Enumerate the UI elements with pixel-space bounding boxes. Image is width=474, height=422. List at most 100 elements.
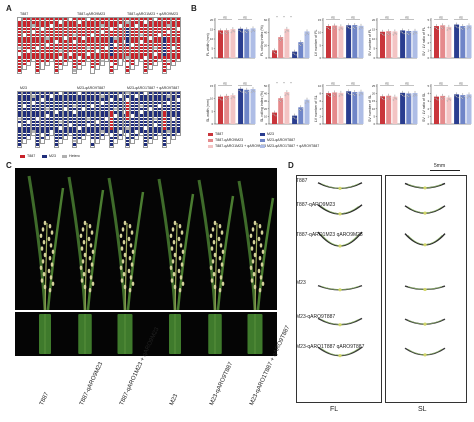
marker-segment	[64, 108, 67, 111]
marker-segment	[130, 46, 134, 50]
marker-segment	[54, 127, 58, 130]
marker-segment	[144, 62, 148, 66]
data-point	[300, 109, 302, 112]
data-point	[381, 98, 384, 100]
grain	[171, 227, 175, 232]
bar-legend-label: M23-qARO9T887	[267, 138, 296, 142]
grain	[49, 275, 53, 280]
marker-segment	[18, 30, 21, 34]
marker-segment	[176, 117, 180, 120]
marker-segment	[162, 98, 166, 101]
marker-segment	[73, 56, 76, 59]
marker-segment	[176, 24, 180, 27]
data-point	[224, 97, 226, 99]
marker-segment	[68, 120, 72, 124]
marker-segment	[172, 98, 175, 101]
marker-segment	[172, 114, 175, 117]
panel-letter-b: B	[191, 4, 197, 13]
y-tick-label: 0	[428, 56, 430, 60]
chromosome-bar	[125, 17, 130, 74]
marker-segment	[153, 46, 157, 50]
marker-segment	[126, 56, 129, 59]
data-point	[392, 34, 395, 36]
marker-segment	[114, 111, 118, 114]
marker-segment	[139, 24, 143, 27]
data-point	[469, 96, 472, 98]
marker-segment	[45, 95, 49, 98]
marker-segment	[172, 124, 175, 127]
grain	[120, 246, 124, 251]
grain	[209, 265, 213, 270]
data-point	[295, 118, 297, 120]
marker-segment	[109, 111, 113, 114]
bar	[230, 95, 236, 124]
grain	[48, 224, 52, 229]
y-tick-label: 20	[372, 92, 376, 96]
marker-segment	[162, 46, 166, 50]
data-point	[349, 93, 351, 96]
chromosome-bar	[40, 91, 45, 144]
marker-segment	[135, 108, 139, 111]
marker-segment	[130, 111, 134, 114]
chromosome-bar	[171, 17, 176, 66]
marker-segment	[82, 53, 86, 56]
marker-segment	[41, 95, 44, 98]
marker-segment	[100, 117, 104, 120]
marker-segment	[119, 24, 122, 27]
marker-segment	[64, 95, 67, 98]
marker-segment	[126, 98, 129, 101]
marker-segment	[135, 24, 139, 27]
marker-segment	[82, 133, 86, 136]
grain	[213, 220, 217, 226]
marker-segment	[59, 46, 63, 50]
data-point	[230, 97, 233, 100]
marker-segment	[167, 50, 171, 53]
marker-segment	[96, 92, 99, 95]
marker-segment	[130, 98, 134, 101]
marker-segment	[36, 120, 40, 124]
marker-segment	[130, 24, 134, 27]
data-point	[352, 93, 354, 96]
grain	[39, 233, 43, 238]
significance-label: ns	[243, 16, 247, 20]
marker-segment	[54, 18, 58, 21]
marker-segment	[119, 101, 122, 104]
marker-segment	[176, 95, 180, 98]
marker-segment	[162, 127, 166, 130]
marker-segment	[149, 37, 152, 40]
marker-segment	[100, 40, 104, 43]
marker-segment	[119, 37, 122, 40]
marker-segment	[109, 50, 113, 53]
marker-segment	[50, 50, 54, 53]
chromosome-bar	[63, 91, 68, 140]
marker-segment	[86, 104, 90, 108]
section-row-label: M23	[296, 280, 306, 286]
data-point	[361, 27, 364, 29]
bar	[380, 31, 385, 58]
bar	[224, 95, 230, 124]
data-point	[275, 53, 277, 55]
marker-segment	[77, 127, 81, 130]
marker-segment	[149, 56, 152, 59]
chromosome-bar	[125, 91, 130, 148]
marker-segment	[153, 101, 157, 104]
grain	[252, 272, 256, 277]
marker-segment	[96, 136, 99, 140]
bar	[224, 30, 230, 58]
marker-segment	[139, 117, 143, 120]
marker-segment	[73, 53, 76, 56]
marker-segment	[64, 117, 67, 120]
marker-segment	[54, 59, 58, 62]
marker-segment	[153, 53, 157, 56]
marker-segment	[135, 56, 139, 59]
marker-segment	[135, 37, 139, 40]
marker-segment	[36, 62, 40, 66]
marker-segment	[82, 18, 86, 21]
marker-segment	[50, 24, 54, 27]
marker-segment	[149, 59, 152, 62]
marker-segment	[172, 120, 175, 124]
chromosome-bar	[90, 17, 96, 74]
marker-segment	[172, 111, 175, 114]
marker-segment	[41, 130, 44, 133]
chromosome-bar	[118, 17, 123, 66]
